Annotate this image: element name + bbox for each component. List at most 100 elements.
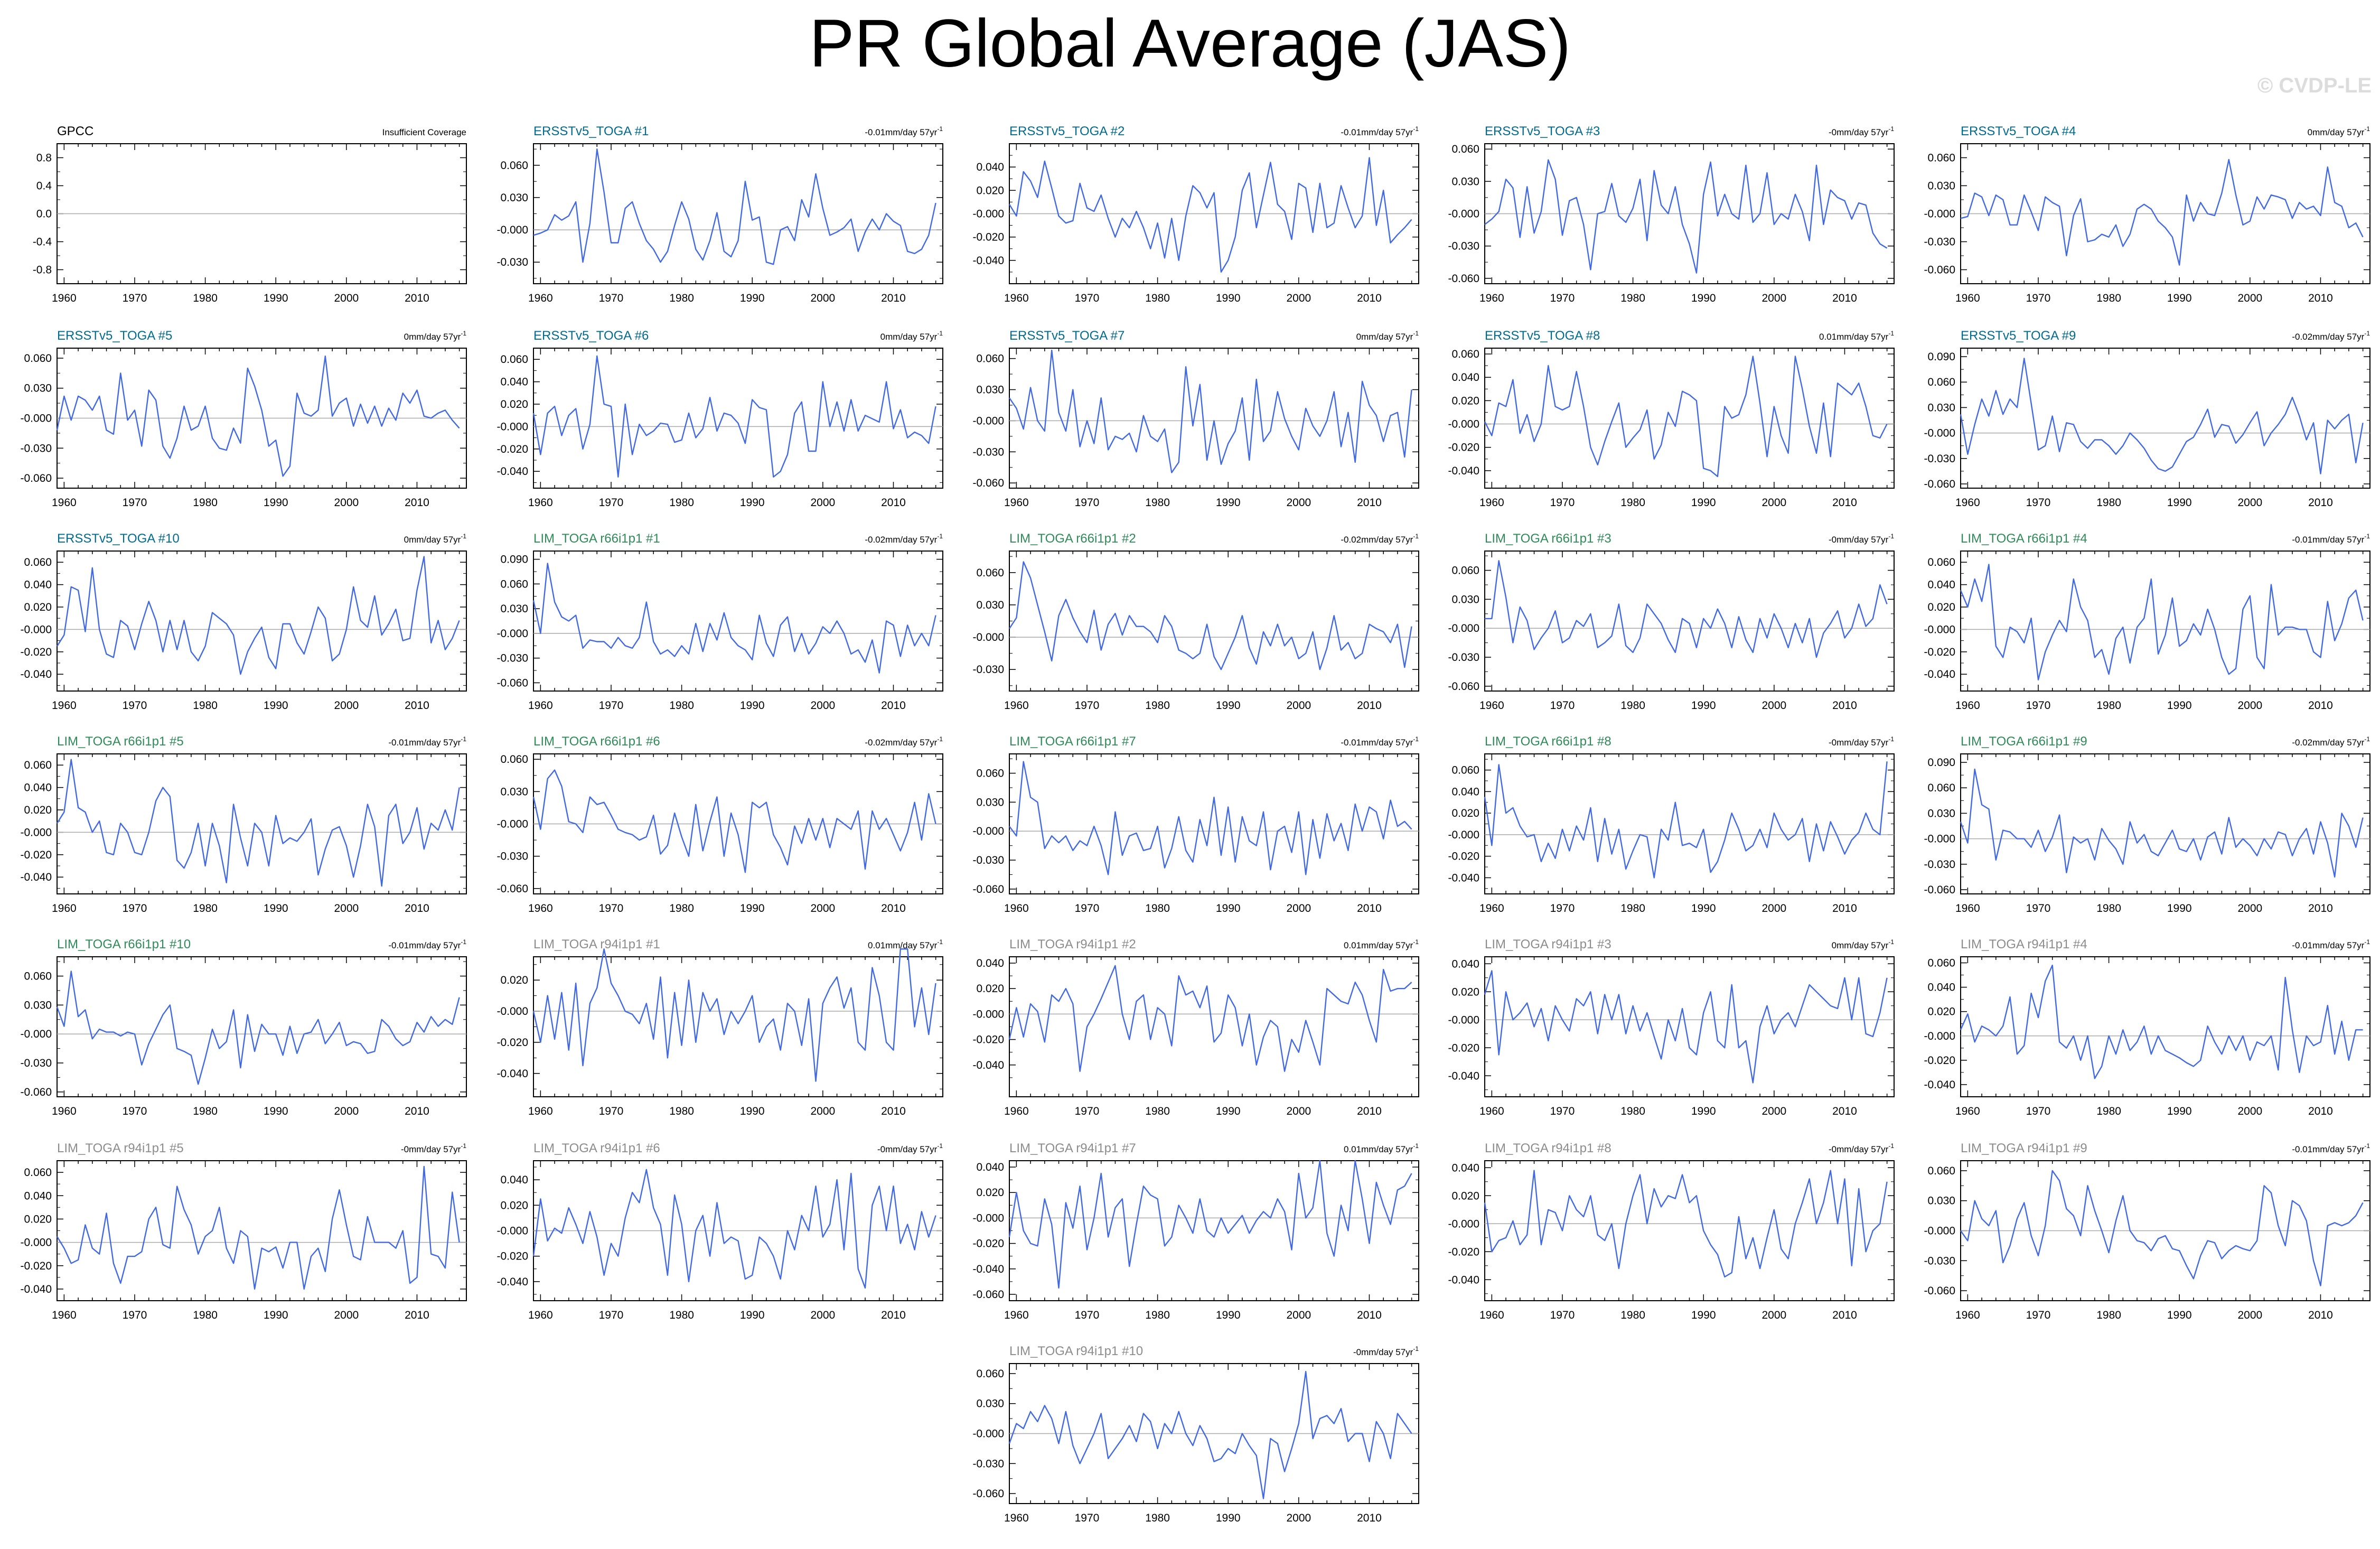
x-tick-label: 2000 (1761, 902, 1786, 915)
x-tick-label: 2000 (1286, 902, 1311, 915)
series-line (532, 563, 936, 674)
panel: ERSSTv5_TOGA #4 0mm/day 57yr-1 1960 1970 198… (1924, 124, 2370, 304)
x-tick-label: 1970 (123, 292, 147, 304)
panel-trend: 0mm/day 57yr-1 (2308, 125, 2370, 137)
series-line (56, 759, 460, 887)
y-tick-label: -0.000 (972, 631, 1004, 643)
trend-exponent: -1 (2364, 533, 2370, 540)
panel-trend: -0.01mm/day 57yr-1 (2292, 533, 2370, 545)
y-tick-label: -0.060 (1924, 884, 1955, 896)
x-tick-label: 1960 (1479, 497, 1504, 509)
x-tick-label: 1970 (123, 497, 147, 509)
panel-trend: 0mm/day 57yr-1 (404, 330, 467, 342)
x-tick-label: 2000 (334, 1105, 359, 1117)
y-tick-label: 0.040 (1451, 786, 1479, 798)
panel-title: ERSSTv5_TOGA #1 (533, 124, 649, 138)
y-tick-label: 0.020 (976, 1187, 1004, 1199)
trend-exponent: -1 (1413, 330, 1419, 337)
x-tick-label: 1980 (193, 1105, 218, 1117)
x-tick-label: 1970 (599, 497, 624, 509)
x-tick-label: 1960 (1004, 497, 1029, 509)
y-tick-label: -0.060 (1924, 1285, 1955, 1297)
series-line (56, 1165, 460, 1290)
panel: ERSSTv5_TOGA #6 0mm/day 57yr-1 1960 1970 198… (496, 329, 943, 509)
panel-frame (57, 1160, 467, 1301)
y-tick-label: -0.060 (972, 883, 1004, 895)
x-tick-label: 1960 (1004, 1105, 1029, 1117)
x-tick-label: 1960 (52, 902, 77, 915)
x-tick-label: 1970 (599, 1309, 624, 1321)
trend-exponent: -1 (2364, 938, 2370, 946)
panel-title: ERSSTv5_TOGA #3 (1485, 124, 1600, 138)
y-tick-label: -0.030 (20, 1057, 52, 1069)
x-tick-label: 1960 (1004, 699, 1029, 712)
y-tick-label: 0.020 (1451, 986, 1479, 998)
x-tick-label: 1990 (2167, 1105, 2192, 1117)
trend-exponent: -1 (1413, 1345, 1419, 1352)
trend-exponent: -1 (937, 533, 943, 540)
y-tick-label: -0.030 (1924, 453, 1955, 465)
trend-exponent: -1 (1888, 938, 1894, 946)
x-tick-label: 1960 (52, 699, 77, 712)
x-tick-label: 1990 (740, 902, 765, 915)
panel-frame (1009, 348, 1419, 489)
y-tick-label: -0.000 (972, 208, 1004, 220)
panel-frame (1484, 753, 1895, 894)
x-tick-label: 1970 (1075, 1105, 1100, 1117)
x-tick-label: 1960 (1479, 292, 1504, 304)
x-tick-label: 2010 (405, 699, 429, 712)
y-tick-label: 0.030 (500, 786, 528, 798)
y-tick-label: 0.040 (1927, 982, 1955, 994)
x-tick-label: 2000 (1761, 292, 1786, 304)
y-tick-label: -0.040 (1448, 465, 1479, 477)
trend-exponent: -1 (2364, 125, 2370, 133)
x-tick-label: 2000 (1286, 1105, 1311, 1117)
x-tick-label: 1970 (2026, 902, 2051, 915)
panel-title: LIM_TOGA r66i1p1 #8 (1485, 734, 1611, 749)
panel: LIM_TOGA r94i1p1 #5 -0mm/day 57yr-1 1960 19… (20, 1141, 467, 1321)
y-tick-label: -0.8 (33, 264, 52, 276)
y-tick-label: -0.060 (1448, 273, 1479, 285)
y-tick-label: -0.020 (20, 646, 52, 658)
panel-title: LIM_TOGA r66i1p1 #3 (1485, 531, 1611, 546)
trend-exponent: -1 (937, 330, 943, 337)
y-tick-label: -0.060 (972, 1488, 1004, 1500)
panel: LIM_TOGA r94i1p1 #7 0.01mm/day 57yr-1 1960… (972, 1141, 1419, 1321)
y-tick-label: -0.000 (1448, 829, 1479, 841)
x-tick-label: 2000 (334, 292, 359, 304)
x-tick-label: 2000 (2237, 699, 2262, 712)
y-tick-label: 0.020 (1451, 395, 1479, 407)
x-tick-label: 2000 (1761, 699, 1786, 712)
y-tick-label: -0.030 (1924, 1255, 1955, 1267)
panel-frame (1009, 753, 1419, 894)
panel-trend: 0.01mm/day 57yr-1 (1819, 330, 1894, 342)
y-tick-label: -0.040 (1924, 668, 1955, 680)
x-tick-label: 2010 (881, 1105, 906, 1117)
x-tick-label: 2000 (2237, 292, 2262, 304)
x-tick-label: 1990 (1216, 1105, 1241, 1117)
x-tick-label: 2010 (1357, 1105, 1382, 1117)
trend-exponent: -1 (1413, 735, 1419, 743)
trend-exponent: -1 (937, 125, 943, 133)
x-tick-label: 1990 (740, 1309, 765, 1321)
x-tick-label: 2010 (1357, 1512, 1382, 1524)
trend-exponent: -1 (937, 1142, 943, 1150)
trend-exponent: -1 (1888, 125, 1894, 133)
y-tick-label: 0.040 (1451, 958, 1479, 970)
y-tick-label: -0.020 (1448, 442, 1479, 454)
y-tick-label: -0.020 (496, 1251, 528, 1263)
panel: LIM_TOGA r66i1p1 #10 -0.01mm/day 57yr-1 19… (20, 937, 467, 1117)
series-line (1009, 349, 1412, 473)
y-tick-label: -0.030 (972, 446, 1004, 458)
series-line (1484, 159, 1888, 274)
panel-frame (1960, 753, 2370, 894)
x-tick-label: 1960 (1955, 1309, 1980, 1321)
y-tick-label: -0.030 (972, 664, 1004, 676)
x-tick-label: 1990 (740, 699, 765, 712)
y-tick-label: 0.020 (1451, 807, 1479, 819)
x-tick-label: 2010 (1357, 699, 1382, 712)
series-line (532, 948, 936, 1082)
x-tick-label: 2000 (334, 699, 359, 712)
x-tick-label: 1970 (599, 1105, 624, 1117)
panel: ERSSTv5_TOGA #9 -0.02mm/day 57yr-1 1960 197… (1924, 329, 2370, 509)
